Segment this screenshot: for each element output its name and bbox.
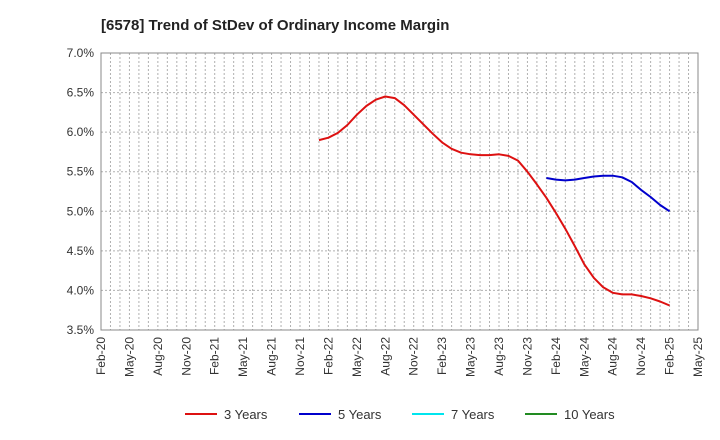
x-tick-label: Aug-24 [606,337,620,376]
legend-label: 7 Years [451,407,495,422]
legend-label: 5 Years [338,407,382,422]
x-tick-label: Aug-20 [151,337,165,376]
y-tick-label: 6.0% [67,125,95,139]
plot-area-border [100,52,699,331]
y-tick-label: 3.5% [67,323,95,337]
x-tick-label: May-22 [350,337,364,377]
x-tick-label: May-23 [464,337,478,377]
x-tick-label: Feb-25 [663,337,677,375]
x-tick-label: May-21 [236,337,250,377]
x-tick-label: May-24 [577,337,591,377]
x-tick-label: Aug-22 [378,337,392,376]
x-tick-label: Nov-23 [520,337,534,376]
chart-title: [6578] Trend of StDev of Ordinary Income… [101,17,449,34]
y-tick-label: 4.5% [67,244,95,258]
y-tick-label: 4.0% [67,283,95,297]
legend-label: 10 Years [564,407,615,422]
x-tick-label: Aug-23 [492,337,506,376]
x-tick-label: May-25 [691,337,705,377]
x-tick-label: Nov-21 [293,337,307,376]
x-tick-label: Feb-24 [549,337,563,375]
x-tick-label: Feb-22 [321,337,335,375]
grid [101,52,698,331]
x-tick-label: Nov-20 [179,337,193,376]
series-line-3-years [318,95,670,307]
x-tick-label: May-20 [122,337,136,377]
series-layer [318,95,671,307]
x-tick-label: Nov-24 [634,337,648,376]
x-tick-label: Feb-21 [208,337,222,375]
y-axis: 3.5% 4.0% 4.5% 5.0% 5.5% 6.0% 6.5% 7.0% [67,46,95,337]
y-tick-label: 7.0% [67,46,95,60]
x-tick-label: Feb-23 [435,337,449,375]
x-tick-label: Nov-22 [407,337,421,376]
x-axis: Feb-20 May-20 Aug-20 Nov-20 Feb-21 May-21 Aug-… [94,337,705,377]
legend-label: 3 Years [224,407,268,422]
y-tick-label: 6.5% [67,86,95,100]
x-tick-label: Feb-20 [94,337,108,375]
x-tick-label: Aug-21 [265,337,279,376]
y-tick-label: 5.0% [67,204,95,218]
series-line-5-years [546,174,671,213]
y-tick-label: 5.5% [67,165,95,179]
legend: 3 Years 5 Years 7 Years 10 Years [185,407,615,422]
